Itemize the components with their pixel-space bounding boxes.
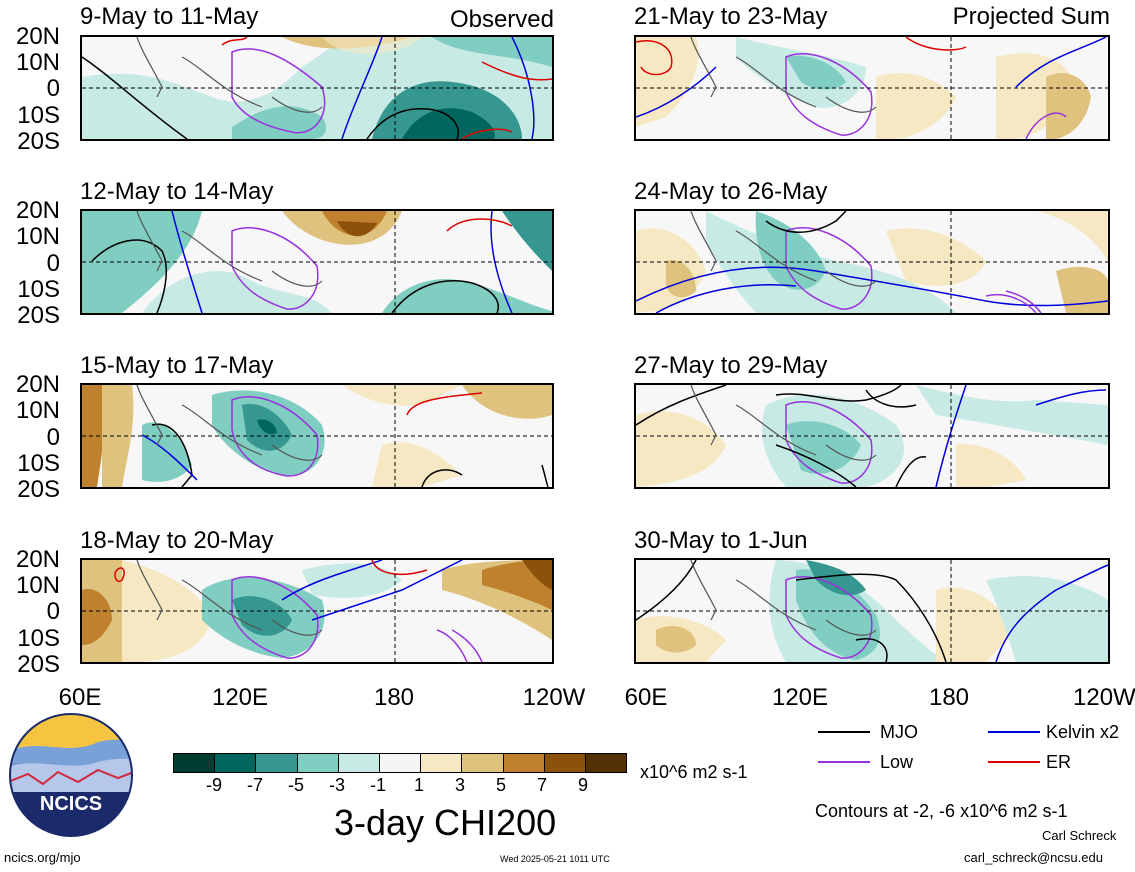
colorbar-tick: 1	[413, 775, 424, 795]
panel-title: 24-May to 26-May	[634, 178, 828, 205]
lat-label: 0	[46, 424, 60, 451]
colorbar-tick: 3	[454, 775, 465, 795]
lat-label: 10N	[15, 49, 60, 76]
projected-label: Projected Sum	[952, 3, 1110, 30]
colorbar-tick: -1	[369, 775, 386, 795]
lat-label: 10S	[17, 276, 60, 303]
lat-label: 10N	[15, 397, 60, 424]
colorbar-tick: 9	[577, 775, 588, 795]
colorbar-tick: -3	[328, 775, 345, 795]
lat-label: 0	[46, 598, 60, 625]
lat-label: 20S	[17, 651, 60, 678]
ncics-logo: NCICS	[8, 712, 134, 838]
legend-swatch-er	[988, 761, 1040, 763]
colorbar-tick: -9	[205, 775, 222, 795]
lat-label: 10N	[15, 572, 60, 599]
lon-label: 180	[373, 684, 415, 711]
panel-title: 30-May to 1-Jun	[634, 527, 808, 554]
observed-label: Observed	[449, 6, 554, 33]
panel-title: 27-May to 29-May	[634, 352, 828, 379]
colorbar-swatch	[461, 754, 503, 772]
lat-label: 0	[46, 75, 60, 102]
lat-label: 10N	[15, 223, 60, 250]
logo-text: NCICS	[40, 793, 102, 815]
legend-swatch-mjo	[818, 731, 870, 733]
lat-label: 0	[46, 250, 60, 277]
colorbar-tick: 7	[536, 775, 547, 795]
map-panel-projected-2	[634, 209, 1110, 315]
panel-title: 9-May to 11-May	[80, 3, 259, 30]
lat-label: 20N	[15, 23, 60, 50]
chart-title: 3-day CHI200	[334, 802, 557, 843]
author-email: carl_schreck@ncsu.edu	[964, 850, 1103, 865]
colorbar-swatch	[337, 754, 379, 772]
colorbar-swatch	[255, 754, 297, 772]
lon-label: 120W	[522, 684, 586, 711]
lat-label: 20S	[17, 302, 60, 329]
colorbar-tick: -5	[287, 775, 304, 795]
legend-label: Kelvin x2	[1046, 722, 1120, 742]
colorbar-swatch	[584, 754, 627, 772]
lon-label: 60E	[58, 684, 102, 711]
lon-label: 180	[928, 684, 970, 711]
author-credit: Carl Schreck	[1042, 828, 1117, 843]
colorbar-swatch	[378, 754, 421, 772]
lon-label: 120E	[771, 684, 829, 711]
panel-title: 18-May to 20-May	[80, 527, 274, 554]
contours-note: Contours at -2, -6 x10^6 m2 s-1	[815, 801, 1068, 821]
lon-label: 120W	[1073, 686, 1135, 710]
colorbar-tick: -7	[246, 775, 263, 795]
lat-label: 10S	[17, 102, 60, 129]
map-panel-projected-3	[634, 383, 1110, 489]
lat-label: 20S	[17, 128, 60, 155]
timestamp: Wed 2025-05-21 1011 UTC	[500, 854, 610, 864]
colorbar-swatch	[296, 754, 338, 772]
colorbar-swatch	[214, 754, 256, 772]
lat-label: 20S	[17, 476, 60, 503]
colorbar-swatch	[174, 754, 215, 772]
lat-label: 20N	[15, 197, 60, 224]
colorbar	[173, 753, 627, 773]
map-panel-projected-1	[634, 35, 1110, 141]
map-panel-observed-4	[80, 558, 554, 664]
lat-label: 20N	[15, 371, 60, 398]
colorbar-tick: 5	[495, 775, 506, 795]
lat-label: 10S	[17, 450, 60, 477]
legend-swatch-low	[818, 761, 870, 763]
colorbar-swatch	[543, 754, 585, 772]
legend-swatch-kelvin	[988, 731, 1040, 733]
lon-label: 60E	[624, 684, 668, 711]
legend-label: ER	[1046, 752, 1072, 772]
colorbar-units: x10^6 m2 s-1	[640, 762, 748, 782]
panel-title: 15-May to 17-May	[80, 352, 274, 379]
map-panel-observed-3	[80, 383, 554, 489]
lon-label: 120E	[211, 684, 269, 711]
legend-label: MJO	[880, 722, 918, 742]
colorbar-swatch	[502, 754, 544, 772]
site-link[interactable]: ncics.org/mjo	[4, 850, 81, 865]
lat-label: 10S	[17, 625, 60, 652]
map-panel-observed-1	[80, 35, 554, 141]
map-panel-observed-2	[80, 209, 554, 315]
colorbar-swatch	[420, 754, 462, 772]
panel-title: 12-May to 14-May	[80, 178, 274, 205]
panel-title: 21-May to 23-May	[634, 3, 828, 30]
legend-label: Low	[880, 752, 914, 772]
lat-label: 20N	[15, 546, 60, 573]
map-panel-projected-4	[634, 558, 1110, 664]
